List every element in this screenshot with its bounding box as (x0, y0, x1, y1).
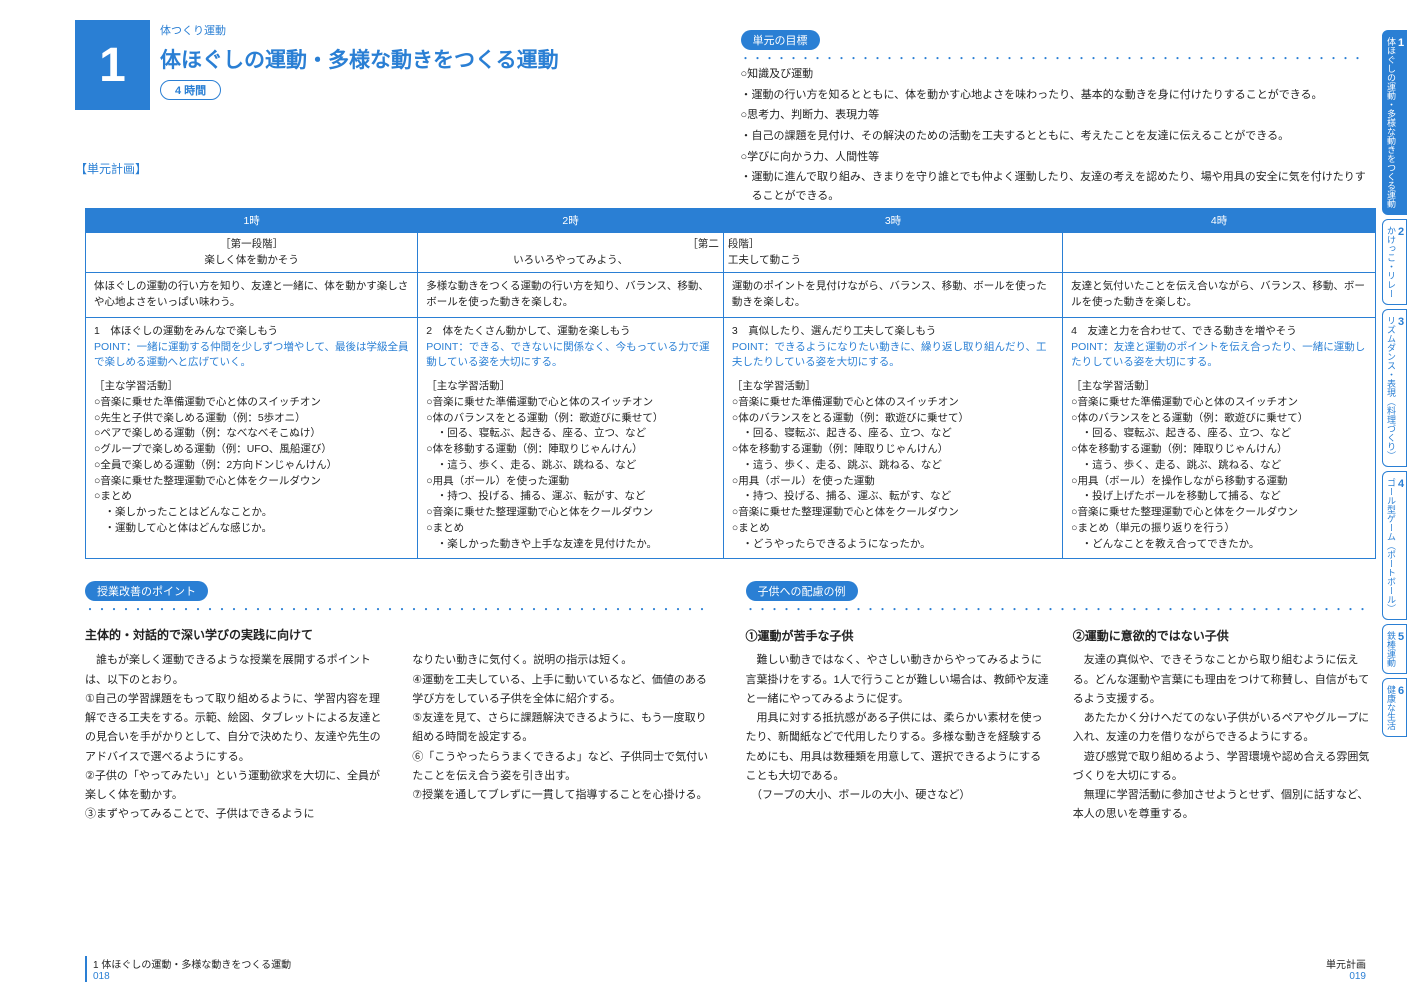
care-section: 子供への配慮の例 ・・・・・・・・・・・・・・・・・・・・・・・・・・・・・・・… (746, 571, 1377, 824)
desc-4: 友達と気付いたことを伝え合いながら、バランス、移動、ボールを使った動きを楽しむ。 (1063, 273, 1376, 318)
tab-4[interactable]: 4ゴール型ゲーム（ポートボール） (1382, 471, 1407, 620)
footer-right-page: 019 (1349, 971, 1366, 982)
tab-1-num: 1 (1398, 37, 1404, 49)
tab-3-num: 3 (1398, 316, 1404, 328)
tab-6[interactable]: 6健康な生活 (1382, 678, 1407, 737)
c2-title: 2 体をたくさん動かして、運動を楽しもう (426, 324, 715, 340)
footer-right: 単元計画 019 (1326, 956, 1366, 982)
stage-2b: いろいろやってみよう、 (422, 253, 719, 269)
care-c2: 友達の真似や、できそうなことから取り組むように伝える。どんな運動や言葉にも理由を… (1073, 651, 1376, 824)
c4-title: 4 友達と力を合わせて、できる動きを増やそう (1071, 324, 1367, 340)
unit-title: 体ほぐしの運動・多様な動きをつくる運動 (160, 44, 711, 74)
tab-3[interactable]: 3リズムダンス・表現（料理づくり） (1382, 309, 1407, 467)
c1-point: POINT：一緒に運動する仲間を少しずつ増やして、最後は学級全員で楽しめる運動へ… (94, 340, 409, 372)
stage-1: ［第一段階］楽しく体を動かそう (86, 232, 418, 273)
goal-h2: ○思考力、判断力、表現力等 (741, 106, 1377, 125)
goals-body: ○知識及び運動 ・運動の行い方を知るとともに、体を動かす心地よさを味わったり、基… (741, 65, 1377, 206)
desc-row: 体ほぐしの運動の行い方を知り、友達と一緒に、体を動かす楽しさや心地よさをいっぱい… (86, 273, 1376, 318)
main-1: 1 体ほぐしの運動をみんなで楽しもう POINT：一緒に運動する仲間を少しずつ増… (86, 317, 418, 559)
desc-3: 運動のポイントを見付けながら、バランス、移動、ボールを使った動きを楽しむ。 (723, 273, 1062, 318)
footer-left: 1 体ほぐしの運動・多様な動きをつくる運動 018 (85, 956, 291, 982)
col-2-head: 2時 (418, 208, 724, 232)
desc-2: 多様な動きをつくる運動の行い方を知り、バランス、移動、ボールを使った動きを楽しむ… (418, 273, 724, 318)
stage-3a: 段階］ (728, 237, 1058, 253)
stage-1b: 楽しく体を動かそう (90, 253, 413, 269)
dots: ・・・・・・・・・・・・・・・・・・・・・・・・・・・・・・・・・・・・・・・・… (746, 601, 1370, 616)
tab-1[interactable]: 1体ほぐしの運動・多様な動きをつくる運動 (1382, 30, 1407, 215)
stage-row: ［第一段階］楽しく体を動かそう ［第二いろいろやってみよう、 段階］工夫して動こ… (86, 232, 1376, 273)
dots: ・・・・・・・・・・・・・・・・・・・・・・・・・・・・・・・・・・・・・・・・… (741, 50, 1365, 65)
c3-title: 3 真似したり、選んだり工夫して楽しもう (732, 324, 1054, 340)
unit-header: 体つくり運動 体ほぐしの運動・多様な動きをつくる運動 4 時間 (160, 20, 711, 100)
c4-point: POINT：友達と運動のポイントを伝え合ったり、一緒に運動したりしている姿を大切… (1071, 340, 1367, 372)
goals-label: 単元の目標 (741, 30, 820, 50)
improve-col2: なりたい動きに気付く。説明の指示は短く。 ④運動を工夫している、上手に動いている… (412, 651, 715, 824)
col-3-head: 3時 (723, 208, 1062, 232)
goal-p3: ・運動に進んで取り組み、きまりを守り誰とでも仲よく運動したり、友達の考えを認めた… (741, 168, 1377, 205)
improve-subhead: 主体的・対話的で深い学びの実践に向けて (85, 626, 716, 643)
goal-h3: ○学びに向かう力、人間性等 (741, 148, 1377, 167)
dots: ・・・・・・・・・・・・・・・・・・・・・・・・・・・・・・・・・・・・・・・・… (85, 601, 709, 616)
tab-2-label: かけっこ・リレー (1386, 226, 1396, 298)
tab-5-label: 鉄棒運動 (1386, 631, 1396, 667)
stage-2: ［第二いろいろやってみよう、 (418, 232, 724, 273)
c2-acthead: ［主な学習活動］ (426, 379, 715, 395)
col-4-head: 4時 (1063, 208, 1376, 232)
tab-4-label: ゴール型ゲーム（ポートボール） (1386, 478, 1396, 613)
c4-body: ○音楽に乗せた準備運動で心と体のスイッチオン ○体のバランスをとる運動（例：歌遊… (1071, 395, 1367, 553)
care-label: 子供への配慮の例 (746, 581, 858, 601)
stage-1a: ［第一段階］ (90, 237, 413, 253)
main-row: 1 体ほぐしの運動をみんなで楽しもう POINT：一緒に運動する仲間を少しずつ増… (86, 317, 1376, 559)
stage-3b: 工夫して動こう (728, 253, 1058, 269)
goal-p2: ・自己の課題を見付け、その解決のための活動を工夫するとともに、考えたことを友達に… (741, 127, 1377, 146)
tab-3-label: リズムダンス・表現（料理づくり） (1386, 316, 1396, 460)
c1-title: 1 体ほぐしの運動をみんなで楽しもう (94, 324, 409, 340)
goal-h1: ○知識及び運動 (741, 65, 1377, 84)
c3-acthead: ［主な学習活動］ (732, 379, 1054, 395)
improve-label: 授業改善のポイント (85, 581, 208, 601)
unit-number-box: 1 (75, 20, 150, 110)
c2-point: POINT：できる、できないに関係なく、今もっている力で運動している姿を大切にす… (426, 340, 715, 372)
c4-acthead: ［主な学習活動］ (1071, 379, 1367, 395)
table-header-row: 1時 2時 3時 4時 (86, 208, 1376, 232)
desc-1: 体ほぐしの運動の行い方を知り、友達と一緒に、体を動かす楽しさや心地よさをいっぱい… (86, 273, 418, 318)
hours-pill: 4 時間 (160, 80, 221, 100)
main-4: 4 友達と力を合わせて、できる動きを増やそう POINT：友達と運動のポイントを… (1063, 317, 1376, 559)
goal-p1: ・運動の行い方を知るとともに、体を動かす心地よさを味わったり、基本的な動きを身に… (741, 86, 1377, 105)
stage-4 (1063, 232, 1376, 273)
tab-2-num: 2 (1398, 226, 1404, 238)
main-3: 3 真似したり、選んだり工夫して楽しもう POINT：できるようになりたい動きに… (723, 317, 1062, 559)
c1-body: ○音楽に乗せた準備運動で心と体のスイッチオン ○先生と子供で楽しめる運動（例：5… (94, 395, 409, 537)
side-tabs: 1体ほぐしの運動・多様な動きをつくる運動 2かけっこ・リレー 3リズムダンス・表… (1382, 30, 1410, 741)
footer-unit-title: 体ほぐしの運動・多様な動きをつくる運動 (101, 960, 291, 971)
c3-point: POINT：できるようになりたい動きに、繰り返し取り組んだり、工夫したりしている… (732, 340, 1054, 372)
tab-6-label: 健康な生活 (1386, 685, 1396, 730)
stage-3: 段階］工夫して動こう (723, 232, 1062, 273)
care-c1: 難しい動きではなく、やさしい動きからやってみるように言葉掛けをする。1人で行うこ… (746, 651, 1049, 805)
col-1-head: 1時 (86, 208, 418, 232)
improvement-section: 授業改善のポイント ・・・・・・・・・・・・・・・・・・・・・・・・・・・・・・… (85, 571, 716, 824)
tab-4-num: 4 (1398, 478, 1404, 490)
main-2: 2 体をたくさん動かして、運動を楽しもう POINT：できる、できないに関係なく… (418, 317, 724, 559)
tab-6-num: 6 (1398, 685, 1404, 697)
tab-1-label: 体ほぐしの運動・多様な動きをつくる運動 (1386, 37, 1396, 208)
footer-right-label: 単元計画 (1326, 960, 1366, 971)
tab-5[interactable]: 5鉄棒運動 (1382, 624, 1407, 674)
footer-unit-num: 1 (93, 960, 99, 971)
plan-label: 【単元計画】 (75, 160, 711, 177)
tab-5-num: 5 (1398, 631, 1404, 643)
c2-body: ○音楽に乗せた準備運動で心と体のスイッチオン ○体のバランスをとる運動（例：歌遊… (426, 395, 715, 553)
tab-2[interactable]: 2かけっこ・リレー (1382, 219, 1407, 305)
plan-table: 1時 2時 3時 4時 ［第一段階］楽しく体を動かそう ［第二いろいろやってみよ… (85, 208, 1376, 560)
stage-2a: ［第二 (422, 237, 719, 253)
care-h1: ①運動が苦手な子供 (746, 626, 1049, 647)
improve-col1: 誰もが楽しく運動できるような授業を展開するポイントは、以下のとおり。 ①自己の学… (85, 651, 388, 824)
footer-left-page: 018 (93, 971, 110, 982)
category-label: 体つくり運動 (160, 22, 711, 38)
c3-body: ○音楽に乗せた準備運動で心と体のスイッチオン ○体のバランスをとる運動（例：歌遊… (732, 395, 1054, 553)
care-h2: ②運動に意欲的ではない子供 (1073, 626, 1376, 647)
c1-acthead: ［主な学習活動］ (94, 379, 409, 395)
